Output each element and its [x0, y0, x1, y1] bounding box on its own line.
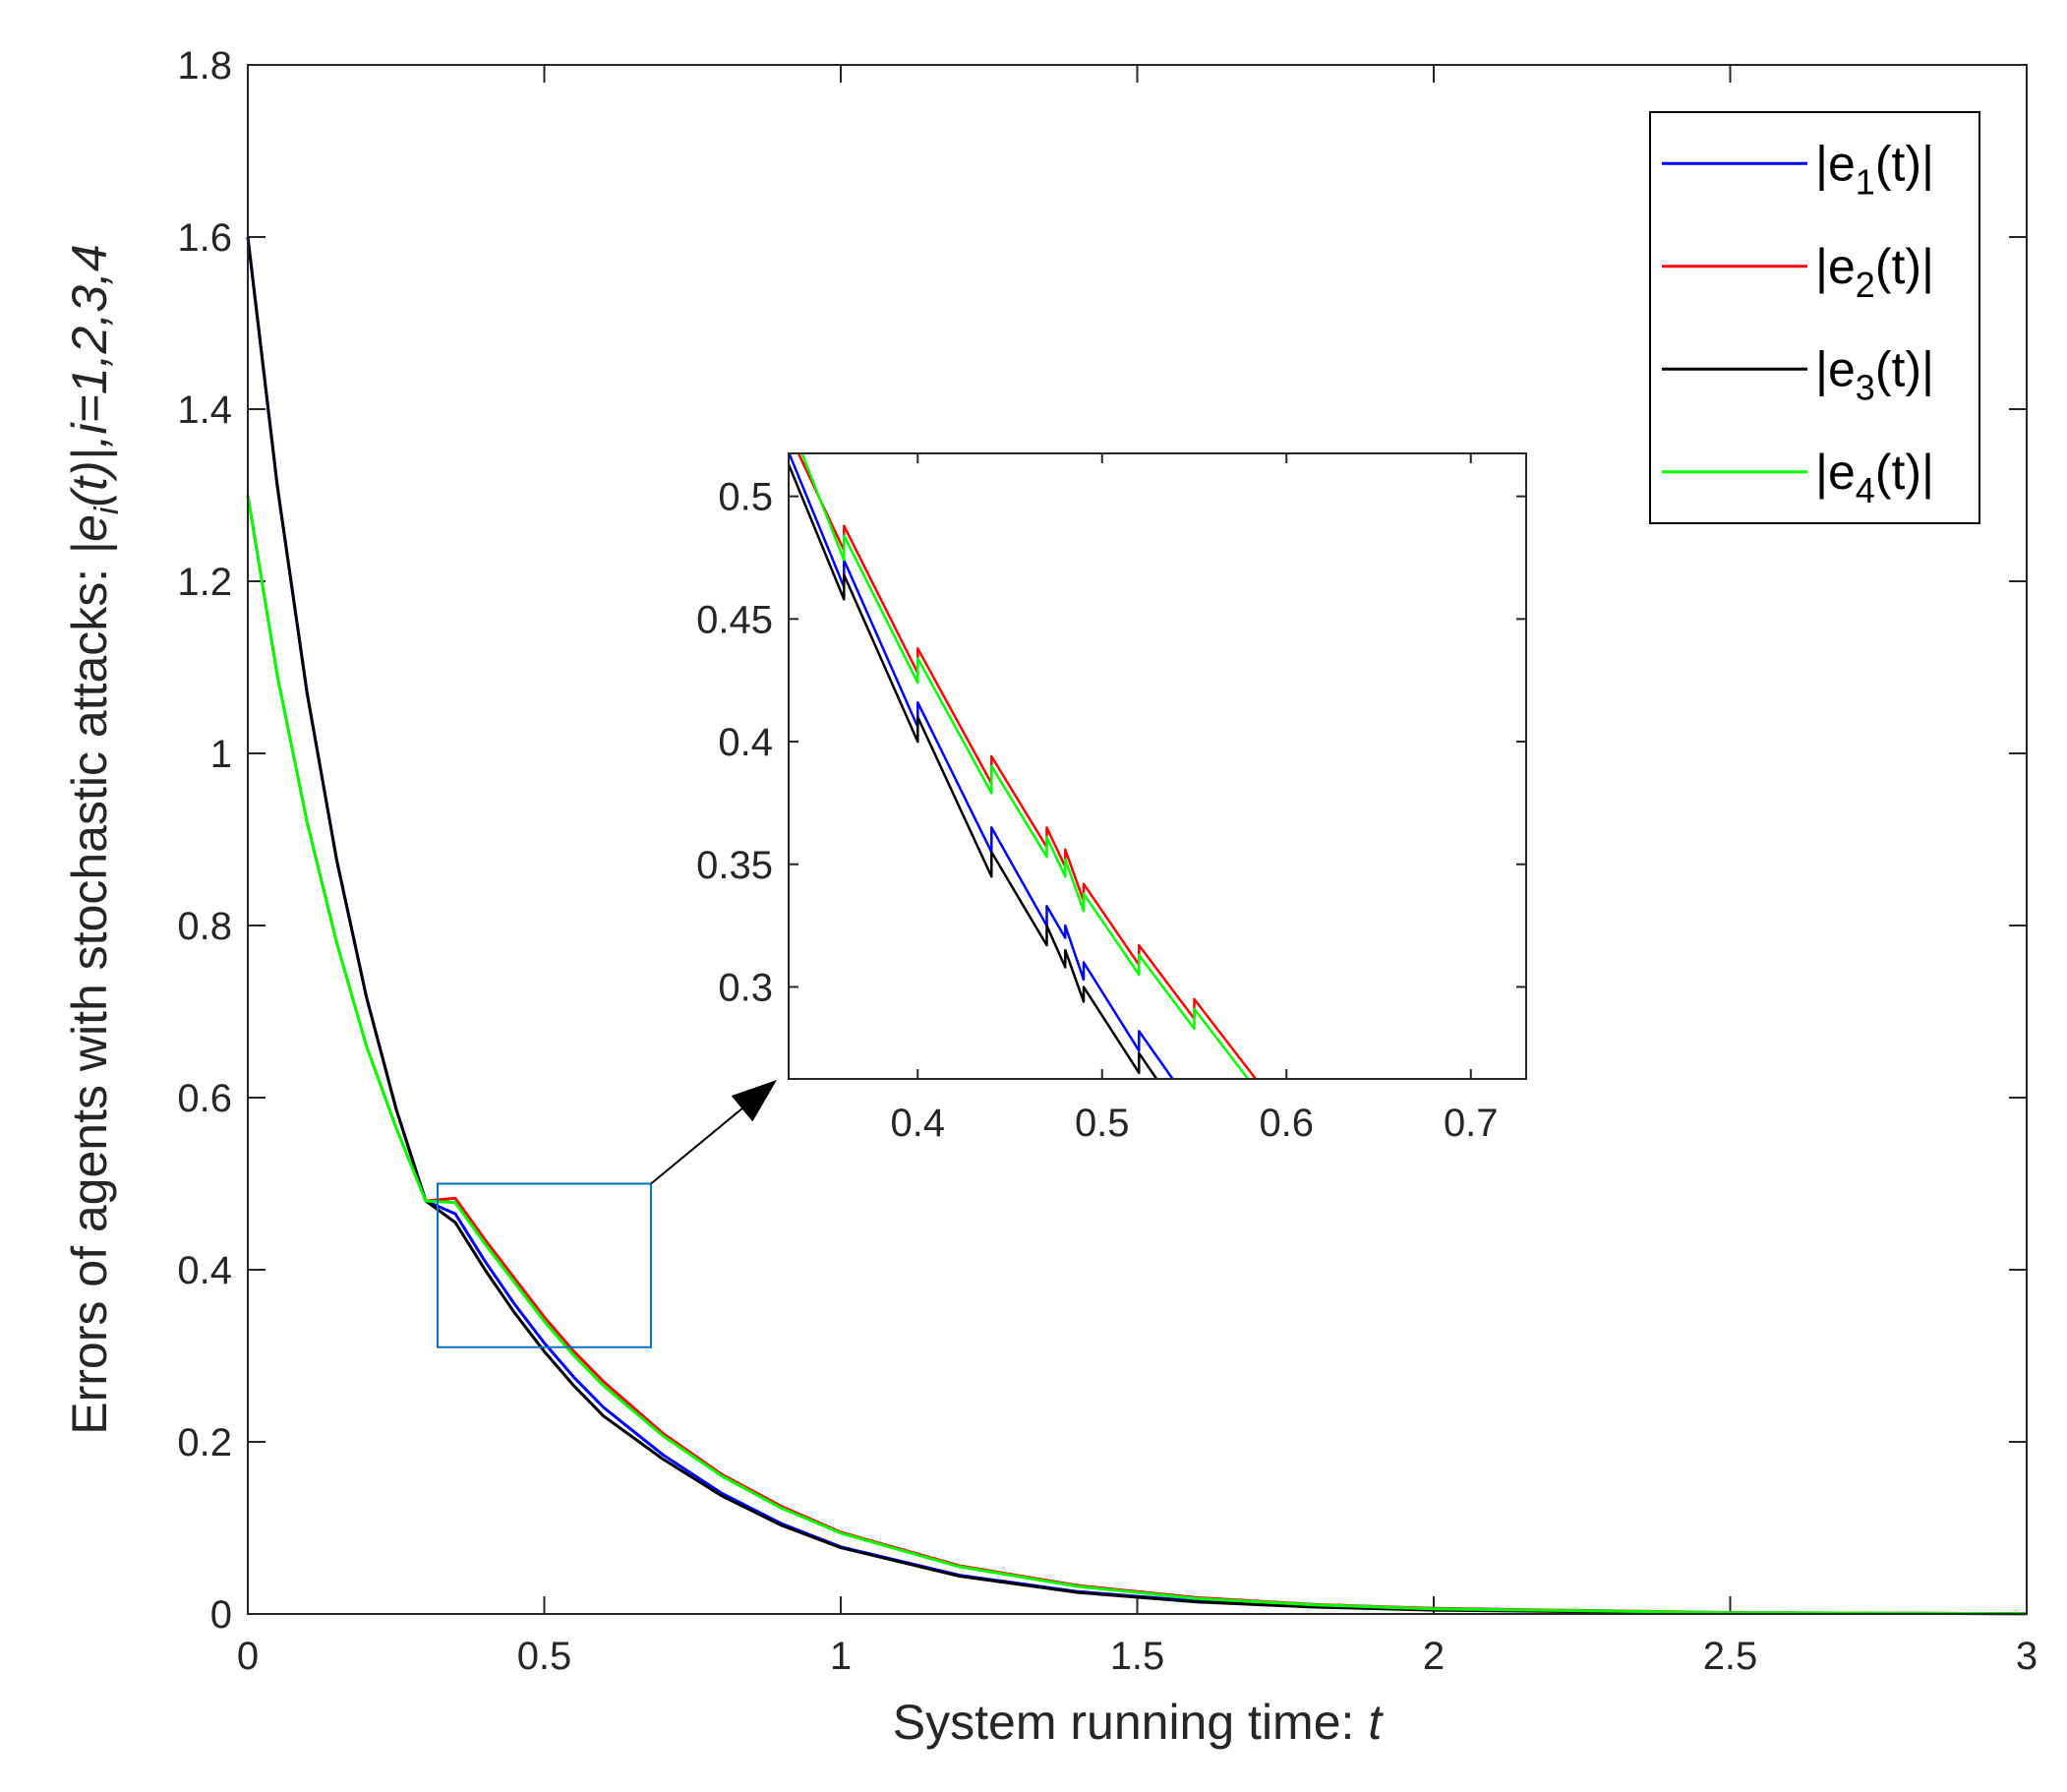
legend-label: |e1(t)|	[1815, 136, 1934, 202]
inset-x-tick-label: 0.6	[1259, 1102, 1314, 1145]
inset-tick-labels: 0.4 0.5 0.6 0.7 0.3 0.35 0.4 0.45 0.5	[696, 476, 1498, 1145]
inset-series-line-e4	[800, 453, 1250, 1079]
x-tick-label: 1.5	[1110, 1635, 1165, 1678]
series-line-e3	[246, 236, 2028, 1616]
inset-x-tick-label: 0.7	[1444, 1102, 1499, 1145]
y-tick-label: 1	[210, 733, 232, 776]
legend-item-e2: |e2(t)|	[1662, 239, 1934, 305]
inset-y-tick-label: 0.3	[718, 966, 773, 1009]
y-axis-label-tail: (t)|,i=1,2,3,4	[62, 244, 118, 507]
x-tick-label: 0.5	[517, 1635, 572, 1678]
inset-y-tick-label: 0.45	[696, 598, 773, 641]
main-tick-labels: 0 0.5 1 1.5 2 2.5 3 0 0.2 0.4 0.6 0.8 1 1.2 1.4 1.6 1.8	[177, 44, 2037, 1678]
inset-ticks	[789, 453, 1526, 1079]
zoom-arrow	[650, 1080, 777, 1185]
legend: |e1(t)| |e2(t)| |e3(t)| |e4(t)|	[1649, 111, 1980, 524]
inset-chart: 0.4 0.5 0.6 0.7 0.3 0.35 0.4 0.45 0.5	[696, 452, 1527, 1145]
y-axis-label-sub: i	[89, 506, 126, 514]
inset-plot-frame	[788, 452, 1527, 1080]
main-chart: 0 0.5 1 1.5 2 2.5 300.20.40.60.811.21.41.61.8 …	[62, 44, 2037, 1750]
series-line-e4	[246, 495, 2028, 1616]
y-axis-label-e: |e	[62, 514, 118, 555]
zoom-arrow-line	[650, 1107, 743, 1185]
main-series	[246, 236, 2028, 1616]
x-tick-label: 0	[237, 1635, 259, 1678]
inset-x-tick-label: 0.4	[890, 1102, 945, 1145]
y-tick-label: 1.6	[177, 216, 232, 260]
y-tick-label: 0.8	[177, 905, 232, 948]
y-tick-label: 0	[210, 1593, 232, 1637]
inset-background	[789, 453, 1526, 1079]
legend-item-e1: |e1(t)|	[1662, 136, 1934, 202]
inset-y-tick-label: 0.35	[696, 844, 773, 887]
y-tick-label: 1.4	[177, 388, 232, 432]
inset-x-tick-label: 0.5	[1075, 1102, 1130, 1145]
x-tick-label: 3	[2016, 1635, 2037, 1678]
main-plot-frame	[247, 64, 2028, 1615]
legend-label: |e4(t)|	[1815, 445, 1934, 510]
legend-items: |e1(t)| |e2(t)| |e3(t)| |e4(t)|	[1662, 136, 1934, 510]
legend-box	[1649, 111, 1980, 524]
legend-label: |e3(t)|	[1815, 341, 1934, 407]
y-axis-label: Errors of agents with stochastic attacks…	[62, 244, 126, 1434]
x-tick-label: 2.5	[1703, 1635, 1758, 1678]
y-tick-label: 1.2	[177, 561, 232, 604]
legend-label: |e2(t)|	[1815, 239, 1934, 305]
x-axis-label-var: t	[1368, 1695, 1384, 1750]
zoom-arrow-head	[731, 1080, 777, 1122]
inset-series-line-e3	[789, 463, 1158, 1079]
zoom-region-box	[436, 1182, 653, 1348]
y-axis-label-main: Errors of agents with stochastic attacks…	[62, 555, 117, 1435]
y-tick-label: 0.6	[177, 1077, 232, 1120]
legend-item-e3: |e3(t)|	[1662, 341, 1934, 407]
y-tick-label: 0.2	[177, 1421, 232, 1464]
y-tick-label: 0.4	[177, 1249, 232, 1292]
x-axis-label: System running time: t	[893, 1695, 1385, 1750]
inset-series	[789, 453, 1269, 1079]
inset-series-line-e1	[789, 453, 1175, 1079]
x-tick-label: 2	[1423, 1635, 1445, 1678]
x-tick-label: 1	[830, 1635, 852, 1678]
inset-y-tick-label: 0.4	[718, 721, 773, 764]
y-tick-label: 1.8	[177, 44, 232, 88]
x-axis-label-main: System running time:	[893, 1695, 1369, 1750]
inset-y-tick-label: 0.5	[718, 476, 773, 519]
legend-item-e4: |e4(t)|	[1662, 445, 1934, 510]
